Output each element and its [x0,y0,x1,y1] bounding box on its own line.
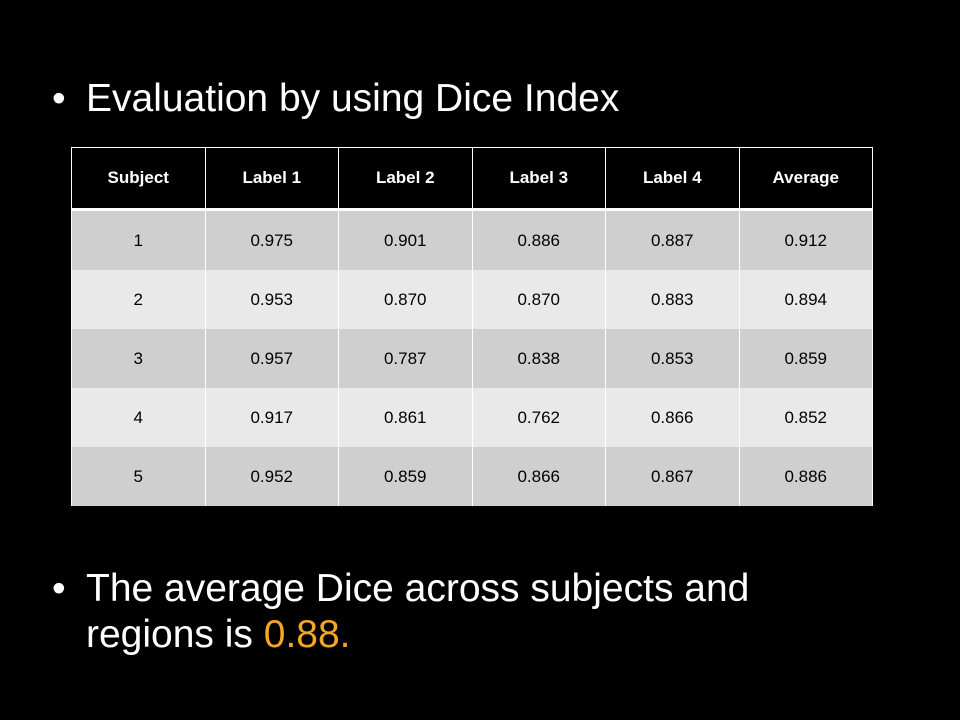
cell-label-2: 0.861 [338,388,473,447]
cell-subject: 1 [71,209,206,270]
cell-label-4: 0.866 [605,388,740,447]
bullet-average-summary: • The average Dice across subjects and re… [52,566,872,658]
bullet-evaluation: • Evaluation by using Dice Index [52,76,619,122]
cell-label-4: 0.853 [605,329,740,388]
cell-label-2: 0.901 [338,209,473,270]
cell-average: 0.894 [738,270,873,329]
header-subject: Subject [71,147,206,211]
cell-average: 0.852 [738,388,873,447]
cell-label-3: 0.866 [471,447,606,506]
table-row: 3 0.957 0.787 0.838 0.853 0.859 [71,329,873,388]
table-row: 2 0.953 0.870 0.870 0.883 0.894 [71,270,873,329]
header-label-2: Label 2 [338,147,473,211]
cell-label-1: 0.917 [204,388,339,447]
table-row: 5 0.952 0.859 0.866 0.867 0.886 [71,447,873,506]
header-label-4: Label 4 [605,147,740,211]
table-row: 4 0.917 0.861 0.762 0.866 0.852 [71,388,873,447]
cell-average: 0.886 [738,447,873,506]
table-row: 1 0.975 0.901 0.886 0.887 0.912 [71,209,873,270]
cell-label-2: 0.787 [338,329,473,388]
bullet-dot: • [52,77,66,120]
cell-label-4: 0.867 [605,447,740,506]
cell-label-1: 0.953 [204,270,339,329]
cell-average: 0.912 [738,209,873,270]
cell-subject: 4 [71,388,206,447]
cell-subject: 3 [71,329,206,388]
cell-subject: 5 [71,447,206,506]
cell-label-3: 0.838 [471,329,606,388]
bullet-dot: • [52,567,66,610]
cell-label-1: 0.975 [204,209,339,270]
header-label-1: Label 1 [204,147,339,211]
cell-label-3: 0.870 [471,270,606,329]
cell-label-3: 0.886 [471,209,606,270]
cell-subject: 2 [71,270,206,329]
table-header-row: Subject Label 1 Label 2 Label 3 Label 4 … [71,147,873,211]
cell-label-2: 0.870 [338,270,473,329]
cell-label-2: 0.859 [338,447,473,506]
dice-table: Subject Label 1 Label 2 Label 3 Label 4 … [71,147,873,506]
cell-label-1: 0.952 [204,447,339,506]
summary-highlight-value: 0.88. [263,613,351,656]
header-average: Average [738,147,873,211]
bullet-average-text: The average Dice across subjects and reg… [86,566,846,658]
cell-average: 0.859 [738,329,873,388]
bullet-evaluation-text: Evaluation by using Dice Index [86,77,620,120]
summary-prefix: The average Dice across subjects and reg… [86,567,750,656]
cell-label-4: 0.887 [605,209,740,270]
cell-label-3: 0.762 [471,388,606,447]
header-label-3: Label 3 [471,147,606,211]
cell-label-4: 0.883 [605,270,740,329]
cell-label-1: 0.957 [204,329,339,388]
